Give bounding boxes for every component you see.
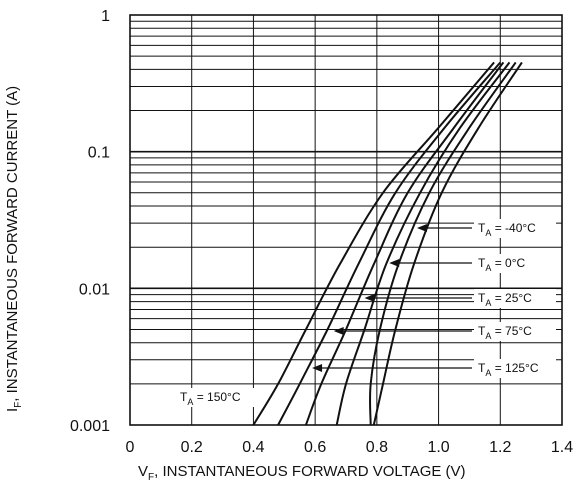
plot-frame [129, 14, 563, 426]
annotation-arrowhead [416, 224, 427, 232]
x-tick-label: 1.4 [551, 439, 573, 456]
y-tick-labels: 0.001 0.01 0.1 1 [70, 8, 110, 435]
annotation-label-bg [474, 219, 556, 238]
annotation-label-bg [474, 322, 556, 341]
x-tick-label: 1.0 [427, 439, 449, 456]
annotation-label: TA = -40°C [478, 221, 536, 238]
annotations: TA = -40°C TA = 0°C TA = 25°C TA = 75°C TA =… [176, 219, 556, 407]
annotation-arrowhead [389, 259, 400, 267]
y-tick-label: 1 [101, 8, 110, 25]
x-tick-label: 0 [126, 439, 135, 456]
x-tick-label: 0.4 [242, 439, 264, 456]
annotation-arrowhead [364, 294, 375, 302]
x-axis-label: VF, INSTANTANEOUS FORWARD VOLTAGE (V) [138, 463, 466, 483]
curve-series-3 [335, 61, 511, 426]
annotation-label: TA = 0°C [478, 256, 526, 273]
annotation-arrowhead [333, 327, 344, 335]
curve-series-5 [372, 61, 523, 426]
x-tick-labels: 0 0.2 0.4 0.6 0.8 1.0 1.2 1.4 [126, 439, 574, 456]
y-tick-label: 0.01 [79, 281, 110, 298]
annotation-label: TA = 25°C [478, 291, 532, 308]
curve-series-1 [277, 61, 502, 426]
annotation-arrowhead [312, 364, 323, 372]
annotation-label: TA = 150°C [180, 390, 241, 407]
annotation-label: TA = 125°C [478, 361, 539, 378]
y-axis-label: IF, INSTANTANEOUS FORWARD CURRENT (A) [4, 86, 24, 412]
curve-series-2 [304, 61, 505, 426]
annotation-label: TA = 75°C [478, 324, 532, 341]
x-tick-label: 1.2 [489, 439, 511, 456]
x-tick-label: 0.2 [181, 439, 203, 456]
x-tick-label: 0.6 [304, 439, 326, 456]
annotation-label-bg [176, 388, 258, 407]
x-tick-label: 0.8 [366, 439, 388, 456]
annotation-label-bg [474, 289, 556, 308]
annotation-label-bg [474, 254, 556, 273]
curve-series-0 [252, 61, 495, 426]
y-tick-label: 0.001 [70, 418, 110, 435]
annotation-label-bg [474, 359, 556, 378]
y-tick-label: 0.1 [88, 145, 110, 162]
